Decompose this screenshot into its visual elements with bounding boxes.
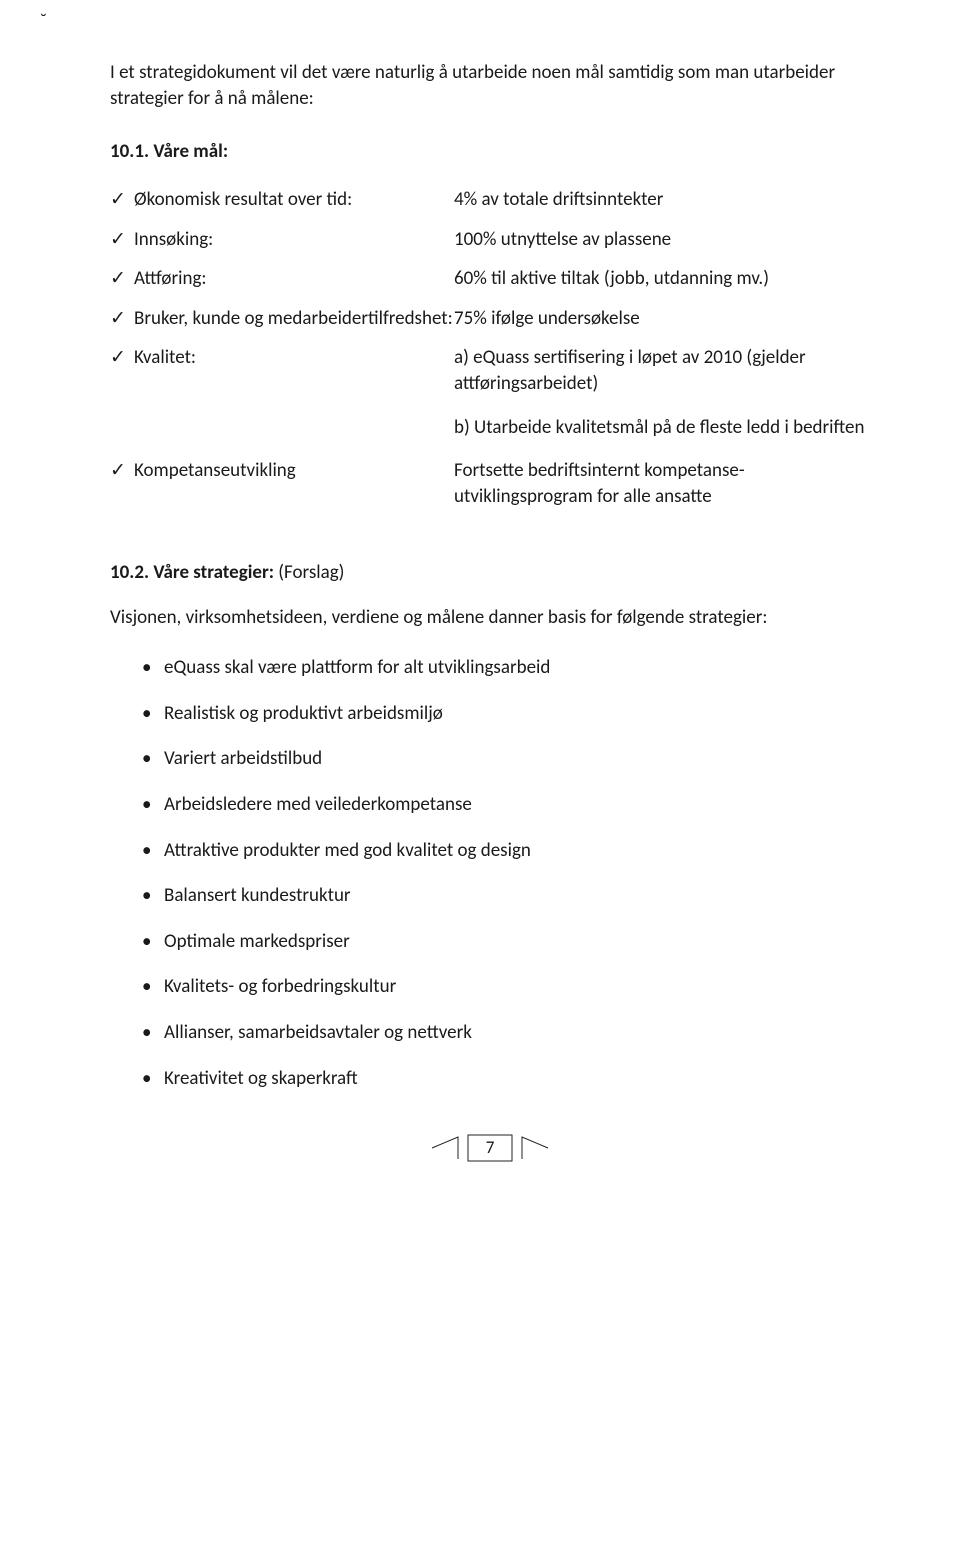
goal-kvalitet-b: b) Utarbeide kvalitetsmål på de fleste l… xyxy=(454,415,870,441)
strategy-item: Optimale markedspriser xyxy=(142,929,870,955)
goal-label: Innsøking: xyxy=(134,227,454,253)
strategy-item: Arbeidsledere med veilederkompetanse xyxy=(142,792,870,818)
strategy-item: Kvalitets- og forbedringskultur xyxy=(142,974,870,1000)
strategy-item: Kreativitet og skaperkraft xyxy=(142,1066,870,1092)
strategy-item: Balansert kundestruktur xyxy=(142,883,870,909)
goal-label: Kompetanseutvikling xyxy=(134,458,454,484)
goal-value: a) eQuass sertifisering i løpet av 2010 … xyxy=(454,345,870,396)
strategy-item: Variert arbeidstilbud xyxy=(142,746,870,772)
goal-label: Attføring: xyxy=(134,266,454,292)
checkmark-icon: ✓ xyxy=(110,227,134,253)
strategy-item: Allianser, samarbeidsavtaler og nettverk xyxy=(142,1020,870,1046)
section-10-2-heading: 10.2. Våre strategier: (Forslag) xyxy=(110,560,870,586)
section-10-1-heading: 10.1. Våre mål: xyxy=(110,139,870,165)
checkmark-icon: ✓ xyxy=(110,266,134,292)
checkmark-icon: ✓ xyxy=(110,345,134,371)
checkmark-icon: ✓ xyxy=(110,306,134,332)
goal-row: ✓ Bruker, kunde og medarbeidertilfredshe… xyxy=(110,306,870,332)
page-number-decoration: 7 xyxy=(430,1131,550,1165)
goal-row: ✓ Kvalitet: a) eQuass sertifisering i lø… xyxy=(110,345,870,396)
goal-value: 100% utnyttelse av plassene xyxy=(454,227,870,253)
checkmark-icon: ✓ xyxy=(110,458,134,484)
strategies-list: eQuass skal være plattform for alt utvik… xyxy=(110,655,870,1091)
goal-value: Fortsette bedriftsinternt kompetanse-utv… xyxy=(454,458,870,509)
section-10-1-title: Våre mål: xyxy=(153,140,228,163)
goal-label: Kvalitet: xyxy=(134,345,454,371)
strategy-item: Attraktive produkter med god kvalitet og… xyxy=(142,838,870,864)
strategies-intro: Visjonen, virksomhetsideen, verdiene og … xyxy=(110,605,870,631)
section-10-2: 10.2. Våre strategier: (Forslag) Visjone… xyxy=(110,560,870,1092)
goal-value: 75% ifølge undersøkelse xyxy=(454,306,870,332)
page-number-wrap: 7 xyxy=(110,1131,870,1173)
goal-row: ✓ Kompetanseutvikling Fortsette bedrifts… xyxy=(110,458,870,509)
strategy-item: Realistisk og produktivt arbeidsmiljø xyxy=(142,701,870,727)
goal-value: 60% til aktive tiltak (jobb, utdanning m… xyxy=(454,266,870,292)
section-10-2-suffix: (Forslag) xyxy=(278,561,344,584)
checkmark-icon: ✓ xyxy=(110,187,134,213)
section-10-2-number: 10.2. xyxy=(110,561,149,584)
strategy-item: eQuass skal være plattform for alt utvik… xyxy=(142,655,870,681)
section-10-2-title: Våre strategier: xyxy=(153,561,274,584)
page-top-mark: ˘ xyxy=(40,8,47,32)
intro-paragraph: I et strategidokument vil det være natur… xyxy=(110,60,870,111)
goal-row: ✓ Attføring: 60% til aktive tiltak (jobb… xyxy=(110,266,870,292)
goal-value: 4% av totale driftsinntekter xyxy=(454,187,870,213)
goal-label: Bruker, kunde og medarbeidertilfredshet: xyxy=(134,306,454,332)
section-10-1-number: 10.1. xyxy=(110,140,149,163)
goal-row: ✓ Økonomisk resultat over tid: 4% av tot… xyxy=(110,187,870,213)
goals-list: ✓ Økonomisk resultat over tid: 4% av tot… xyxy=(110,187,870,510)
goal-label: Økonomisk resultat over tid: xyxy=(134,187,454,213)
page-number: 7 xyxy=(430,1137,550,1160)
goal-row: ✓ Innsøking: 100% utnyttelse av plassene xyxy=(110,227,870,253)
